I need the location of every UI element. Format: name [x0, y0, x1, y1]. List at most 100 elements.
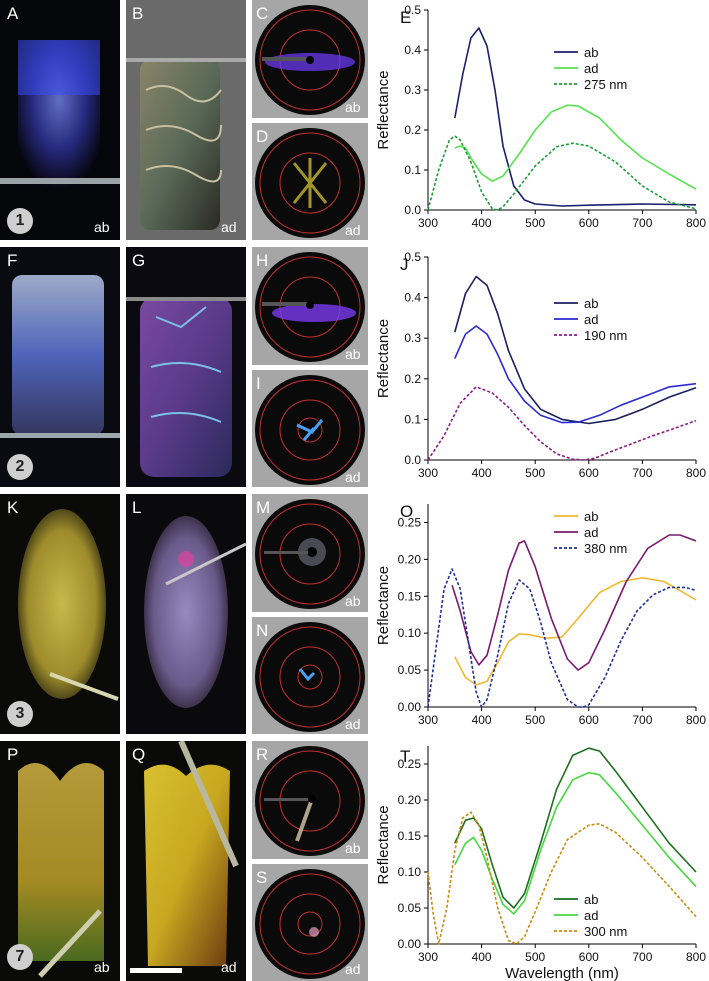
- row3-photo-ad: [126, 494, 246, 734]
- surface-tag: ab: [345, 593, 361, 609]
- x-tick-label: 700: [632, 713, 652, 727]
- x-tick-label: 600: [579, 216, 599, 230]
- scatterogram-disc: [255, 499, 365, 609]
- y-tick-label: 0.3: [404, 83, 421, 97]
- chart-svg-T: 300 400 500 600 700 800 0.00 0.05 0.10 0.15 0.20 0.…: [375, 746, 706, 981]
- series-line-ab: [454, 577, 697, 686]
- scatterogram-disc: [255, 746, 365, 856]
- x-tick-label: 500: [525, 950, 545, 964]
- panel-letter: L: [132, 498, 142, 517]
- chart-svg-J: 300 400 500 600 700 800 0.0 0.1 0.2 0.3 0.4 0.5 Refl…: [375, 250, 706, 480]
- y-axis-label: Reflectance: [375, 319, 392, 398]
- panel-letter: N: [256, 621, 269, 640]
- x-tick-label: 300: [418, 466, 438, 480]
- y-tick-label: 0.10: [398, 626, 422, 640]
- surface-tag: ad: [345, 222, 361, 238]
- y-tick-label: 0.00: [398, 937, 422, 951]
- x-tick-label: 600: [579, 466, 599, 480]
- scale-photo-ab-row2: [0, 247, 120, 487]
- series-line-ad: [454, 771, 697, 915]
- panel-letter: C: [256, 4, 269, 23]
- x-tick-label: 700: [632, 950, 652, 964]
- chart-panel-letter: T: [400, 747, 411, 766]
- row1-photo-ad: [126, 0, 246, 240]
- surface-tag: ab: [345, 840, 361, 856]
- scale-photo-ad-row1: [126, 0, 246, 240]
- row1-photo-ab: [0, 0, 120, 240]
- y-tick-label: 0.5: [404, 3, 421, 17]
- chart-svg-E: 300 400 500 600 700 800 0.0 0.1 0.2 0.3 0.4 0.5 Refl…: [375, 3, 706, 230]
- legend-label: 275 nm: [584, 77, 627, 92]
- series-line-ad: [451, 534, 697, 671]
- chart-svg-O: 300 400 500 600 700 800 0.00 0.05 0.10 0.15 0.20 0.…: [375, 504, 706, 727]
- chart-J: 300 400 500 600 700 800 0.0 0.1 0.2 0.3 0.4 0.5 Refl…: [372, 247, 709, 492]
- surface-tag: ab: [94, 219, 110, 235]
- y-tick-label: 0.05: [398, 901, 422, 915]
- y-tick-label: 0.5: [404, 250, 421, 264]
- scatterogram-disc: [255, 375, 365, 485]
- y-tick-label: 0.0: [404, 453, 421, 467]
- panel-letter: K: [7, 498, 19, 517]
- row3-photo-ab: [0, 494, 120, 734]
- surface-tag: ad: [221, 219, 237, 235]
- scale-photo-ab-row3: [0, 494, 120, 734]
- legend-label: ad: [584, 312, 598, 327]
- x-tick-label: 700: [632, 466, 652, 480]
- panel-letter: B: [132, 4, 144, 23]
- y-tick-label: 0.1: [404, 412, 421, 426]
- series-line-ab: [454, 747, 697, 909]
- y-tick-label: 0.1: [404, 163, 421, 177]
- x-axis-label: Wavelength (nm): [505, 965, 619, 981]
- x-tick-label: 500: [525, 713, 545, 727]
- scatterogram-disc: [255, 869, 365, 979]
- legend-label: 380 nm: [584, 541, 627, 556]
- panel-letter: S: [256, 868, 268, 887]
- row2-photo-ad: [126, 247, 246, 487]
- y-tick-label: 0.15: [398, 829, 422, 843]
- x-tick-label: 800: [686, 950, 706, 964]
- x-tick-label: 300: [418, 713, 438, 727]
- series-line-275-nm: [427, 135, 697, 211]
- y-tick-label: 0.20: [398, 552, 422, 566]
- scatterogram-ab: [252, 494, 368, 612]
- row-number-badge: 3: [7, 701, 33, 727]
- surface-tag: ab: [94, 959, 110, 975]
- chart-panel-letter: E: [400, 8, 412, 27]
- legend-label: ab: [584, 509, 598, 524]
- surface-tag: ab: [345, 346, 361, 362]
- scatterogram-ab: [252, 247, 368, 365]
- series-line-190-nm: [427, 386, 697, 461]
- surface-tag: ad: [345, 716, 361, 732]
- chart-O: 300 400 500 600 700 800 0.00 0.05 0.10 0.15 0.20 0.…: [372, 494, 709, 739]
- series-line-ab: [454, 275, 697, 425]
- legend-label: 190 nm: [584, 328, 627, 343]
- y-tick-label: 0.2: [404, 123, 421, 137]
- x-tick-label: 300: [418, 216, 438, 230]
- panel-letter: A: [7, 4, 19, 23]
- series-line-ab: [454, 27, 697, 207]
- scatterogram-disc: [255, 5, 365, 115]
- panel-letter: F: [7, 251, 18, 270]
- panel-letter: M: [256, 498, 271, 517]
- surface-tag: ad: [221, 959, 237, 975]
- panel-letter: G: [132, 251, 146, 270]
- scale-bar: [130, 968, 182, 973]
- legend-label: ad: [584, 525, 598, 540]
- scatterogram-ad: [252, 864, 368, 981]
- y-tick-label: 0.4: [404, 43, 421, 57]
- y-tick-label: 0.05: [398, 663, 422, 677]
- scatterogram-disc: [255, 252, 365, 362]
- legend-label: ab: [584, 45, 598, 60]
- panel-letter: H: [256, 251, 269, 270]
- y-tick-label: 0.2: [404, 372, 421, 386]
- scale-photo-ab-row4: [0, 741, 120, 981]
- x-tick-label: 600: [579, 950, 599, 964]
- surface-tag: ab: [345, 99, 361, 115]
- surface-tag: ad: [345, 961, 361, 977]
- x-tick-label: 500: [525, 216, 545, 230]
- row-number-badge: 2: [7, 454, 33, 480]
- x-tick-label: 400: [472, 713, 492, 727]
- x-tick-label: 400: [472, 950, 492, 964]
- y-tick-label: 0.0: [404, 203, 421, 217]
- y-tick-label: 0.25: [398, 515, 422, 529]
